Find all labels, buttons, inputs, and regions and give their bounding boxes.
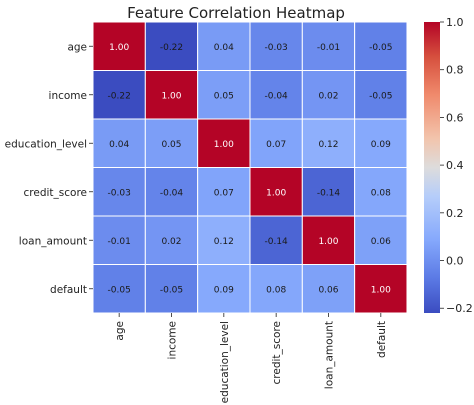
- cell-value-label: 0.05: [214, 91, 234, 101]
- heatmap-cell: [354, 215, 408, 265]
- cell-value-label: 0.02: [161, 237, 181, 247]
- heatmap-cell: [249, 215, 303, 265]
- cell-value-label: 0.12: [318, 140, 338, 150]
- heatmap-cell: [92, 21, 146, 71]
- cell-value-label: 1.00: [318, 237, 338, 247]
- cell-value-label: 0.12: [214, 237, 234, 247]
- cell-value-label: 1.00: [371, 285, 391, 295]
- colorbar-tick-label: 0.0: [446, 255, 464, 268]
- x-tick-label: loan_amount: [323, 321, 335, 389]
- heatmap-cell: [249, 118, 303, 168]
- colorbar-tick-label: 1.0: [446, 16, 464, 29]
- cell-value-label: -0.14: [265, 237, 289, 247]
- colorbar-tick-label: 0.4: [446, 159, 464, 172]
- cell-value-label: -0.05: [108, 285, 131, 295]
- x-tick-label: credit_score: [271, 321, 283, 384]
- y-tick-label: age: [67, 41, 87, 53]
- x-tick-label: education_level: [219, 321, 231, 403]
- x-tick-label: default: [376, 321, 388, 358]
- heatmap-cell: [197, 21, 251, 71]
- x-tick-labels: age income education_level credit_score loan…: [114, 313, 388, 403]
- heatmap-cell: [144, 70, 199, 120]
- heatmap-cell: [301, 167, 356, 217]
- heatmap-cell: [354, 118, 408, 168]
- cell-value-label: -0.22: [160, 43, 183, 53]
- cell-value-label: 0.07: [266, 140, 286, 150]
- colorbar: 1.0 0.8 0.6 0.4 0.2 0.0 −0.2: [424, 16, 473, 315]
- colorbar-tick-label: −0.2: [446, 302, 473, 315]
- heatmap-cell: [92, 167, 146, 217]
- cell-value-label: 0.08: [371, 188, 391, 198]
- heatmap-cell: [144, 21, 199, 71]
- cell-value-label: -0.05: [160, 285, 183, 295]
- heatmap-cells: 1.00 -0.22 0.04 -0.03 -0.01 -0.05 -0.22 1.00 0.0…: [92, 21, 408, 314]
- y-tick-label: loan_amount: [19, 235, 87, 247]
- heatmap-cell: [354, 167, 408, 217]
- heatmap-cell: [354, 264, 408, 314]
- heatmap-cell: [197, 167, 251, 217]
- cell-value-label: -0.05: [369, 43, 392, 53]
- cell-value-label: -0.14: [317, 188, 341, 198]
- heatmap-cell: [249, 167, 303, 217]
- cell-value-label: 0.05: [161, 140, 181, 150]
- cell-value-label: 1.00: [109, 43, 129, 53]
- cell-value-label: -0.04: [265, 91, 289, 101]
- x-tick-label: age: [114, 321, 126, 341]
- cell-value-label: 0.09: [371, 140, 391, 150]
- heatmap-cell: [144, 167, 199, 217]
- cell-value-label: 1.00: [214, 140, 234, 150]
- heatmap-cell: [354, 70, 408, 120]
- cell-value-label: 0.08: [266, 285, 286, 295]
- heatmap-cell: [354, 21, 408, 71]
- y-tick-label: credit_score: [24, 187, 87, 199]
- heatmap-cell: [301, 215, 356, 265]
- cell-value-label: 1.00: [161, 91, 181, 101]
- colorbar-tick-label: 0.2: [446, 207, 464, 220]
- heatmap-cell: [301, 118, 356, 168]
- cell-value-label: -0.04: [160, 188, 184, 198]
- chart-title: Feature Correlation Heatmap: [127, 4, 345, 22]
- colorbar-gradient: [424, 22, 440, 313]
- cell-value-label: 0.04: [109, 140, 129, 150]
- heatmap-cell: [197, 215, 251, 265]
- cell-value-label: 0.06: [318, 285, 338, 295]
- cell-value-label: -0.05: [369, 91, 392, 101]
- cell-value-label: -0.22: [108, 91, 131, 101]
- cell-value-label: -0.03: [265, 43, 288, 53]
- y-tick-label: income: [49, 90, 87, 102]
- cell-value-label: -0.01: [317, 43, 340, 53]
- heatmap-cell: [249, 70, 303, 120]
- cell-value-label: 0.09: [214, 285, 234, 295]
- colorbar-ticks: 1.0 0.8 0.6 0.4 0.2 0.0 −0.2: [440, 16, 473, 315]
- cell-value-label: 0.07: [214, 188, 234, 198]
- cell-value-label: 0.02: [318, 91, 338, 101]
- cell-value-label: -0.01: [108, 237, 131, 247]
- x-tick-label: income: [166, 321, 178, 359]
- colorbar-tick-label: 0.8: [446, 64, 464, 77]
- y-tick-label: education_level: [5, 138, 87, 150]
- cell-value-label: -0.03: [108, 188, 131, 198]
- heatmap-cell: [144, 118, 199, 168]
- cell-value-label: 0.06: [371, 237, 391, 247]
- cell-value-label: 0.04: [214, 43, 234, 53]
- colorbar-tick-label: 0.6: [446, 111, 464, 124]
- y-tick-label: default: [50, 284, 87, 296]
- cell-value-label: 1.00: [266, 188, 286, 198]
- y-tick-labels: age income education_level credit_scoreloan…: [5, 41, 93, 296]
- heatmap-cell: [92, 264, 146, 314]
